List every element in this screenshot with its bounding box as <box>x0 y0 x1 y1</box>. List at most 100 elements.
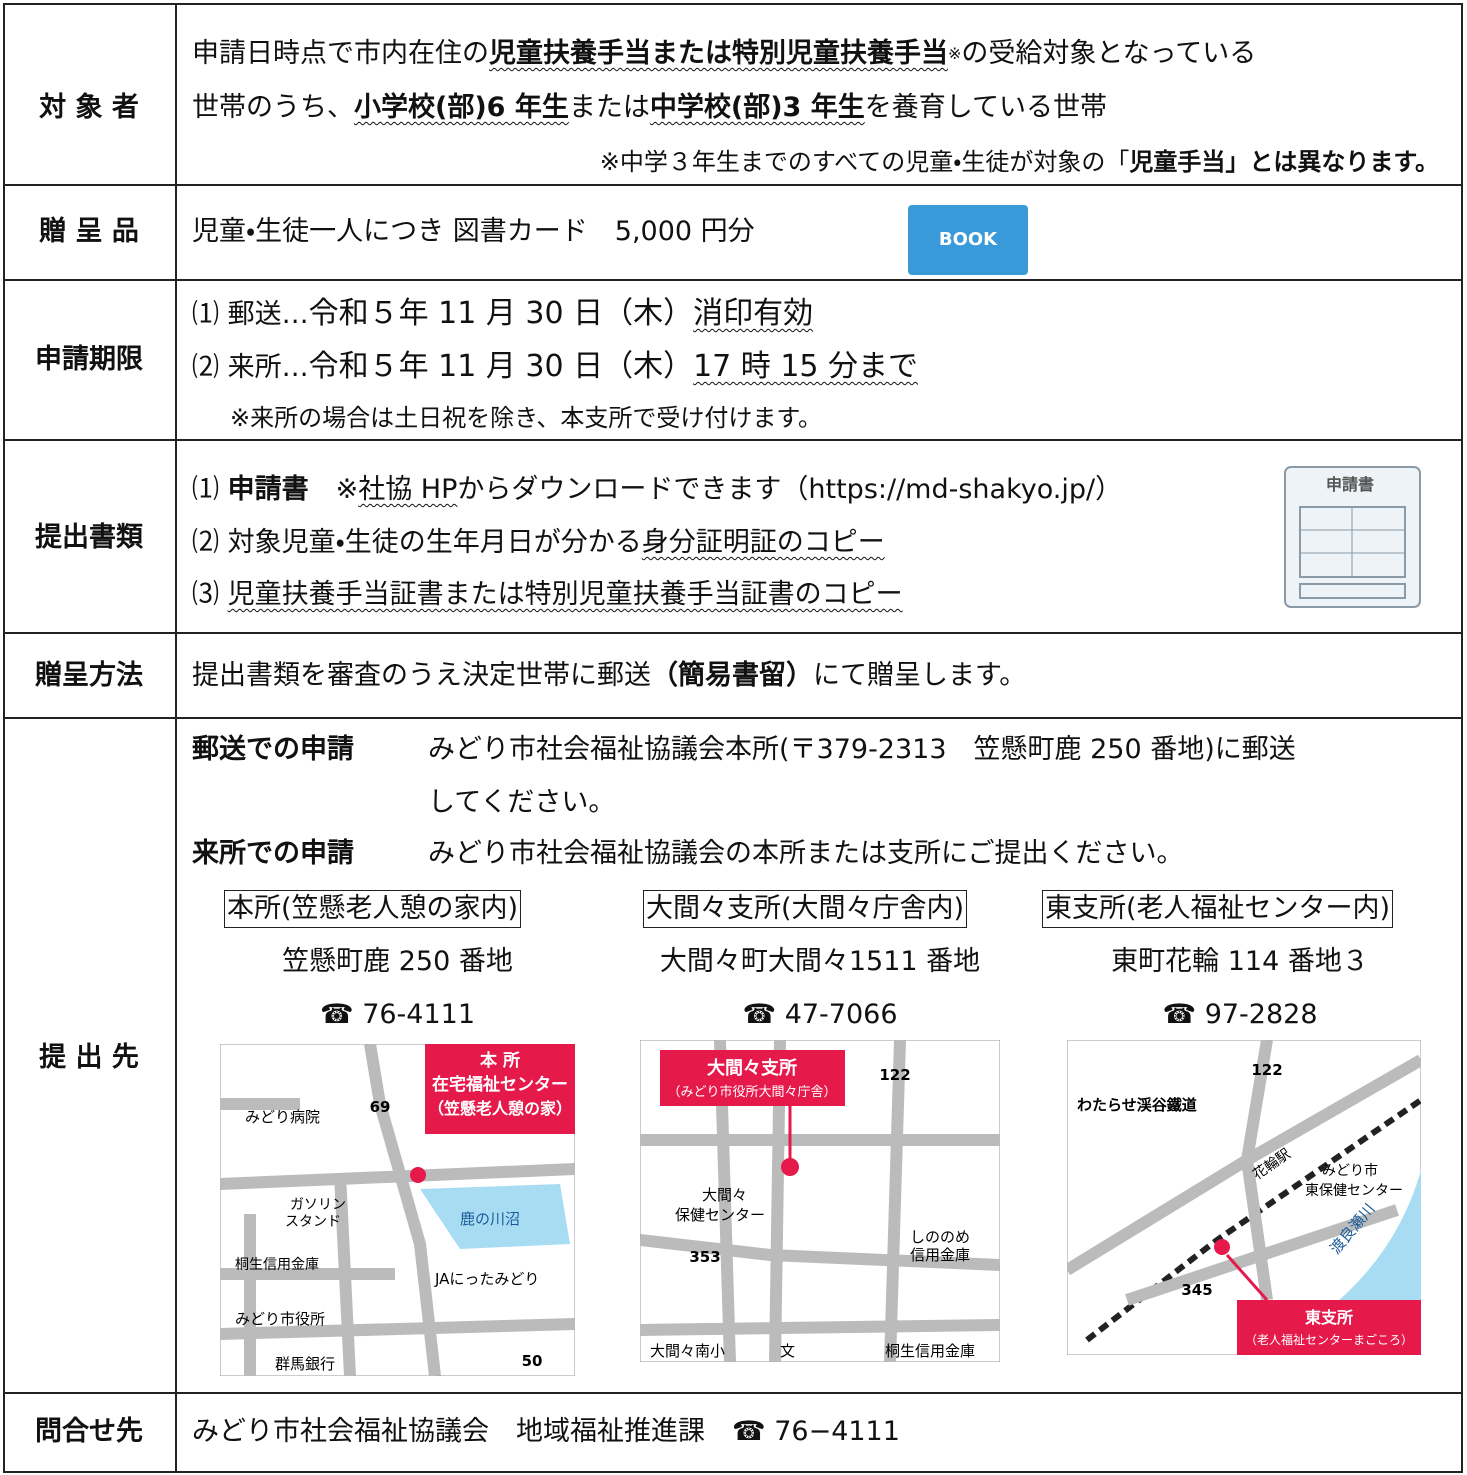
office-address: 大間々町大間々1511 番地 <box>659 946 981 977</box>
rule <box>3 439 1463 441</box>
map-label: JAにったみどり <box>434 1270 539 1288</box>
text: 児童扶養手当証書または特別児童扶養手当証書のコピー <box>227 579 903 610</box>
text: ⑵ 来所… <box>192 352 309 383</box>
pin-label <box>425 1044 575 1134</box>
pin-label <box>1237 1300 1421 1355</box>
map-label: （みどり市役所大間々庁舎） <box>667 1085 836 1100</box>
text: 児童手当」とは異なります。 <box>1129 148 1439 176</box>
rule <box>175 3 177 1473</box>
road <box>220 1044 575 1376</box>
map-label: 鹿の川沼 <box>460 1210 520 1228</box>
text: 17 時 15 分まで <box>693 349 919 384</box>
text-line: してください。 <box>428 785 615 821</box>
rule <box>3 3 1463 5</box>
rule <box>3 3 5 1473</box>
office-address: 東町花輪 114 番地３ <box>1111 946 1369 977</box>
map-label: 122 <box>1251 1061 1282 1079</box>
pin <box>410 1167 426 1183</box>
text-line: 提出書類を審査のうえ決定世帯に郵送（簡易書留）にて贈呈します。 <box>192 658 1026 694</box>
office-name: 大間々支所(大間々庁舎内) <box>643 890 968 928</box>
text-line: ⑴ 郵送…令和５年 11 月 30 日（木）消印有効 <box>192 296 813 333</box>
row-label: 申請期限 <box>35 344 143 375</box>
map-label: 東保健センター <box>1305 1183 1403 1199</box>
row-label: 贈呈方法 <box>35 660 143 691</box>
map-label: 大間々支所 <box>707 1057 797 1079</box>
map-label: 122 <box>879 1066 910 1084</box>
text: 中学校(部)3 年生 <box>649 92 865 123</box>
text: 世帯のうち、 <box>192 92 354 123</box>
text: の受給対象となっている <box>961 38 1257 69</box>
pin <box>1214 1239 1230 1255</box>
railway <box>1085 1097 1421 1343</box>
office-phone: ☎ 76-4111 <box>319 999 476 1030</box>
office-phone: ☎ 97-2828 <box>1162 999 1318 1030</box>
map-label: （笠懸老人憩の家） <box>428 1099 572 1118</box>
road <box>1067 1040 1421 1306</box>
office-address: 笠懸町鹿 250 番地 <box>282 946 513 977</box>
row-label: 贈 呈 品 <box>39 216 139 247</box>
text: みどり市社会福祉協議会本所(〒379-2313 笠懸町鹿 250 番地)に郵送 <box>428 734 1296 765</box>
text: を養育している世帯 <box>864 92 1107 123</box>
map-label: しののめ <box>910 1228 970 1246</box>
row-label: 対 象 者 <box>39 92 139 123</box>
text: ※中学３年生までのすべての児童・生徒が対象の「 <box>599 148 1130 176</box>
text-line: ⑶ 児童扶養手当証書または特別児童扶養手当証書のコピー <box>192 577 903 613</box>
map-label: ガソリン <box>290 1197 346 1213</box>
map-label: 大間々南小 <box>650 1342 725 1360</box>
map-label: 桐生信用金庫 <box>885 1342 975 1360</box>
text: 申請日時点で市内在住の <box>192 38 489 69</box>
map-label: 保健センター <box>675 1206 765 1224</box>
map-label: 大間々 <box>702 1186 747 1204</box>
text-line: 申請日時点で市内在住の児童扶養手当または特別児童扶養手当※の受給対象となっている <box>192 36 1256 72</box>
text-line: ※中学３年生までのすべての児童・生徒が対象の「児童手当」とは異なります。 <box>600 144 1439 180</box>
map-label: 50 <box>522 1352 543 1370</box>
map: 122 わたらせ渓谷鐵道 花輪駅 みどり市 東保健センター 渡良瀬川 345 東… <box>1067 1040 1421 1355</box>
text: ※来所の場合は土日祝を除き、本支所で受け付けます。 <box>230 404 823 432</box>
map-label: 群馬銀行 <box>275 1355 335 1373</box>
text: （簡易書留） <box>651 660 813 691</box>
text: してください。 <box>428 787 616 818</box>
text: 令和５年 11 月 30 日（木） <box>308 349 694 384</box>
text: 令和５年 11 月 30 日（木） <box>308 296 694 331</box>
row-label: 提出書類 <box>35 522 143 553</box>
text: 社協 HP <box>358 474 458 505</box>
text: 身分証明証のコピー <box>641 527 885 558</box>
map-label: わたらせ渓谷鐵道 <box>1077 1096 1197 1114</box>
text: ※ <box>948 44 962 63</box>
row-label: 問合せ先 <box>35 1416 143 1447</box>
text-line: 児童・生徒一人につき 図書カード 5,000 円分 <box>192 214 755 250</box>
text: 児童扶養手当または特別児童扶養手当 <box>489 38 948 69</box>
rule <box>3 279 1463 281</box>
rule <box>3 1471 1463 1473</box>
map-label: 桐生信用金庫 <box>235 1257 319 1273</box>
text: ※ <box>308 474 359 505</box>
office-name: 東支所(老人福祉センター内) <box>1042 890 1394 928</box>
text: みどり市社会福祉協議会 地域福祉推進課 ☎ 76−4111 <box>192 1416 900 1447</box>
rule <box>1461 3 1463 1473</box>
map-label: 345 <box>1181 1281 1212 1299</box>
text: ⑴ <box>192 474 228 505</box>
text: にて贈呈します。 <box>813 660 1027 691</box>
form-title: 申請書 <box>1326 475 1374 494</box>
text-line: みどり市社会福祉協議会 地域福祉推進課 ☎ 76−4111 <box>192 1414 900 1450</box>
map-label: みどり市役所 <box>235 1310 325 1328</box>
text: 児童・生徒一人につき 図書カード 5,000 円分 <box>192 216 755 247</box>
text-line: ⑴ 申請書 ※社協 HPからダウンロードできます（https://md-shak… <box>192 472 1122 508</box>
office-phone: ☎ 47-7066 <box>742 999 898 1030</box>
text: または <box>568 92 650 123</box>
text: 消印有効 <box>693 296 814 331</box>
rule <box>3 184 1463 186</box>
map-label: 69 <box>370 1098 391 1116</box>
road <box>640 1040 1000 1362</box>
text-line: 来所での申請 みどり市社会福祉協議会の本所または支所にご提出ください。 <box>192 836 1183 872</box>
text: 申請書 <box>227 474 309 505</box>
pin-line <box>1225 1254 1269 1301</box>
water <box>420 1184 570 1249</box>
map-label: みどり市 <box>1322 1163 1378 1179</box>
rule <box>3 632 1463 634</box>
text-line: 世帯のうち、小学校(部)6 年生または中学校(部)3 年生を養育している世帯 <box>192 90 1107 126</box>
map-label: みどり病院 <box>245 1108 320 1126</box>
map: 本 所 在宅福祉センター （笠懸老人憩の家） 69 みどり病院 ガソリン スタン… <box>220 1044 575 1376</box>
text-line: ※来所の場合は土日祝を除き、本支所で受け付けます。 <box>230 400 822 436</box>
